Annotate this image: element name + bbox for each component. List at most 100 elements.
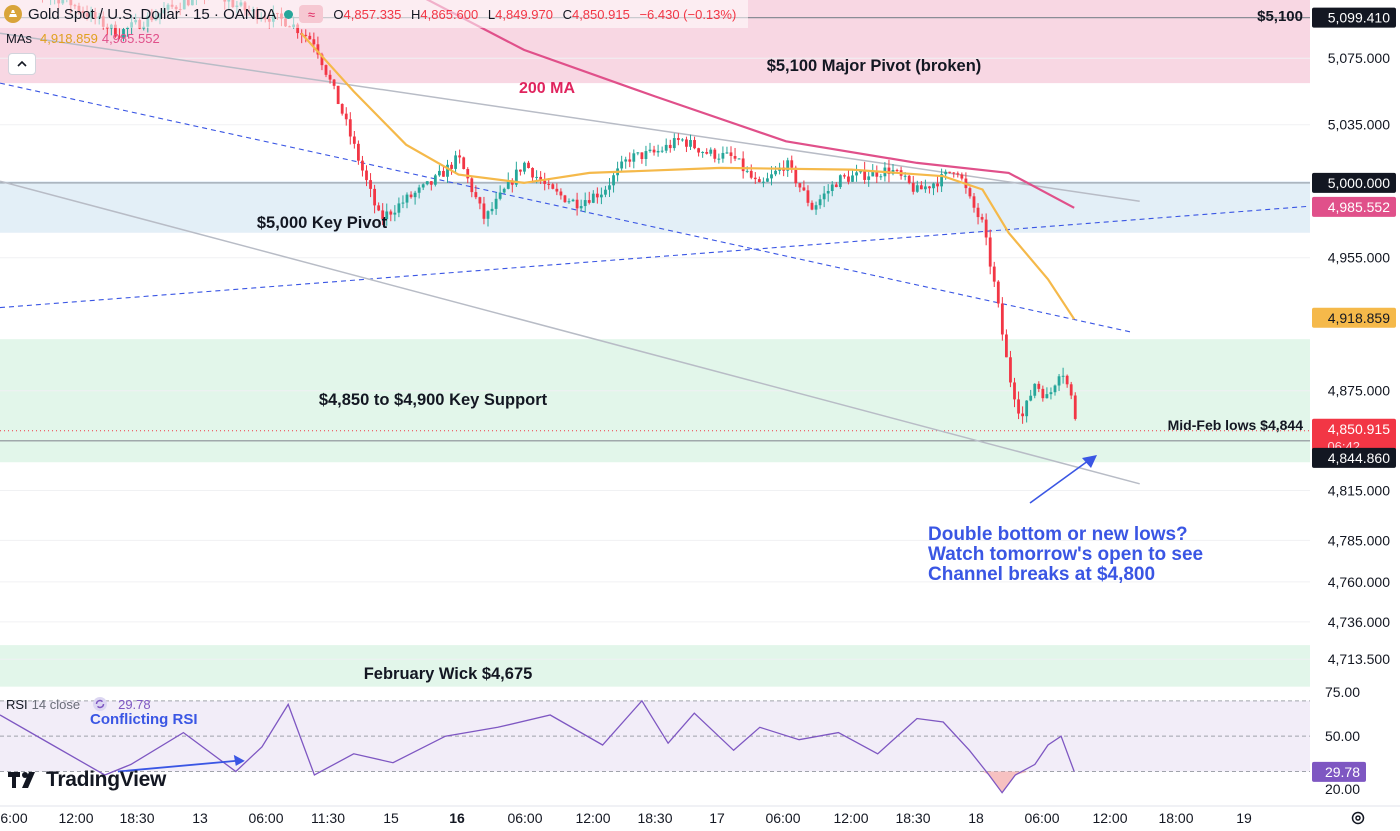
- mas-label: MAs: [6, 30, 32, 46]
- candle-body-30: [122, 29, 125, 38]
- zone-label-2: $4,850 to $4,900 Key Support: [319, 391, 548, 409]
- candle-body-112: [454, 155, 457, 169]
- candle-body-225: [911, 182, 915, 192]
- candle-body-252: [1021, 413, 1024, 417]
- candle-body-244: [988, 237, 992, 267]
- candle-body-168: [681, 139, 684, 141]
- time-tick-4: 06:00: [248, 810, 283, 826]
- candle-body-214: [867, 176, 871, 180]
- candle-body-156: [632, 153, 636, 162]
- candle-body-223: [903, 175, 907, 177]
- price-tick-5: 4,785.000: [1328, 532, 1390, 548]
- candle-body-179: [725, 152, 729, 154]
- moving-averages-legend[interactable]: MAs 4,918.859 4,985.552: [0, 28, 166, 48]
- candle-body-154: [624, 159, 628, 162]
- candle-body-215: [871, 170, 875, 177]
- candle-body-105: [425, 181, 429, 185]
- wave-icon[interactable]: ≈: [299, 5, 324, 23]
- candle-body-265: [1073, 395, 1077, 419]
- candle-body-227: [919, 185, 923, 190]
- candle-body-29: [118, 36, 121, 38]
- candle-body-128: [519, 169, 522, 172]
- candle-body-249: [1009, 357, 1012, 383]
- candle-body-219: [887, 167, 891, 174]
- candle-body-147: [595, 193, 599, 198]
- candle-body-176: [713, 149, 717, 159]
- candle-body-173: [701, 151, 705, 153]
- trend-line-2: [0, 205, 1311, 309]
- ohlc-readout: O4,857.335 H4,865.600 L4,849.970 C4,850.…: [333, 6, 737, 22]
- tradingview-logo-icon: [8, 772, 35, 788]
- candle-body-96: [389, 211, 393, 215]
- candle-body-137: [555, 188, 559, 192]
- candle-body-200: [810, 202, 814, 210]
- candle-body-85: [344, 113, 348, 120]
- symbol-title[interactable]: Gold Spot / U.S. Dollar · 15 · OANDA: [28, 5, 277, 23]
- zone-3: [0, 645, 1310, 687]
- annotation-outlook-2: Channel breaks at $4,800: [928, 564, 1155, 585]
- tradingview-logo[interactable]: TradingView: [8, 768, 166, 792]
- symbol-header: Gold Spot / U.S. Dollar · 15 · OANDA ≈ O…: [0, 0, 749, 28]
- price-tick-0: 5,075.000: [1328, 50, 1390, 66]
- price-badge-4: [1312, 418, 1396, 455]
- rsi-divergence-arrow: [117, 760, 236, 773]
- candle-body-84: [340, 104, 344, 114]
- candle-body-88: [357, 143, 360, 161]
- candle-body-201: [814, 205, 818, 210]
- candle-body-99: [401, 202, 405, 204]
- price-badge-1: [1312, 172, 1396, 193]
- zone-label-1: $5,000 Key Pivot: [257, 214, 388, 232]
- candle-body-245: [992, 266, 996, 282]
- price-tick-6: 4,760.000: [1328, 574, 1390, 590]
- candle-body-91: [369, 180, 372, 189]
- collapse-legend-button[interactable]: [8, 53, 36, 75]
- candle-body-90: [365, 170, 368, 181]
- candle-body-241: [976, 207, 980, 218]
- ma-line-1: [300, 32, 1076, 320]
- candle-body-171: [693, 140, 696, 149]
- candle-body-103: [417, 187, 421, 193]
- time-tick-7: 16: [449, 810, 465, 826]
- candle-body-180: [729, 152, 733, 157]
- candle-body-124: [502, 188, 506, 193]
- price-badge-text-1: 5,000.000: [1328, 175, 1390, 191]
- price-badge-text-5: 4,844.860: [1328, 450, 1390, 466]
- candle-body-127: [514, 169, 518, 185]
- candle-body-110: [446, 164, 449, 177]
- rsi-tick-2: 20.00: [1325, 781, 1360, 797]
- annotation-outlook-1: Watch tomorrow's open to see: [928, 544, 1203, 565]
- rsi-value: 29.78: [118, 696, 151, 712]
- candle-body-255: [1033, 383, 1037, 396]
- rsi-tick-1: 50.00: [1325, 728, 1360, 744]
- candles-group: [42, 0, 1077, 424]
- level-label-mid-feb: Mid-Feb lows $4,844: [1168, 417, 1304, 433]
- candle-body-117: [474, 192, 478, 198]
- gear-icon[interactable]: [1350, 810, 1366, 826]
- market-status-dot: [284, 9, 294, 19]
- rsi-legend[interactable]: RSI 14 close 29.78: [6, 696, 151, 712]
- candle-body-210: [851, 175, 854, 182]
- candle-body-228: [924, 186, 927, 190]
- candle-body-83: [336, 85, 340, 105]
- candle-body-256: [1037, 383, 1041, 389]
- candle-body-208: [843, 175, 846, 177]
- candle-body-108: [438, 170, 441, 176]
- trend-line-3: [0, 180, 1140, 485]
- candle-body-116: [470, 178, 474, 193]
- price-tick-7: 4,736.000: [1328, 614, 1390, 630]
- time-tick-2: 18:30: [119, 810, 154, 826]
- time-tick-18: 18:00: [1158, 810, 1193, 826]
- candle-body-254: [1029, 395, 1033, 401]
- candle-body-157: [636, 152, 640, 154]
- candle-body-166: [672, 138, 676, 149]
- ma-line-0: [425, 0, 1075, 209]
- candle-body-123: [498, 192, 502, 199]
- candle-body-186: [753, 177, 757, 180]
- candle-body-80: [324, 65, 328, 75]
- candle-body-140: [567, 201, 571, 203]
- time-tick-10: 18:30: [637, 810, 672, 826]
- refresh-icon[interactable]: [92, 696, 108, 712]
- annotation-200ma: 200 MA: [519, 80, 575, 97]
- candle-body-163: [660, 150, 664, 152]
